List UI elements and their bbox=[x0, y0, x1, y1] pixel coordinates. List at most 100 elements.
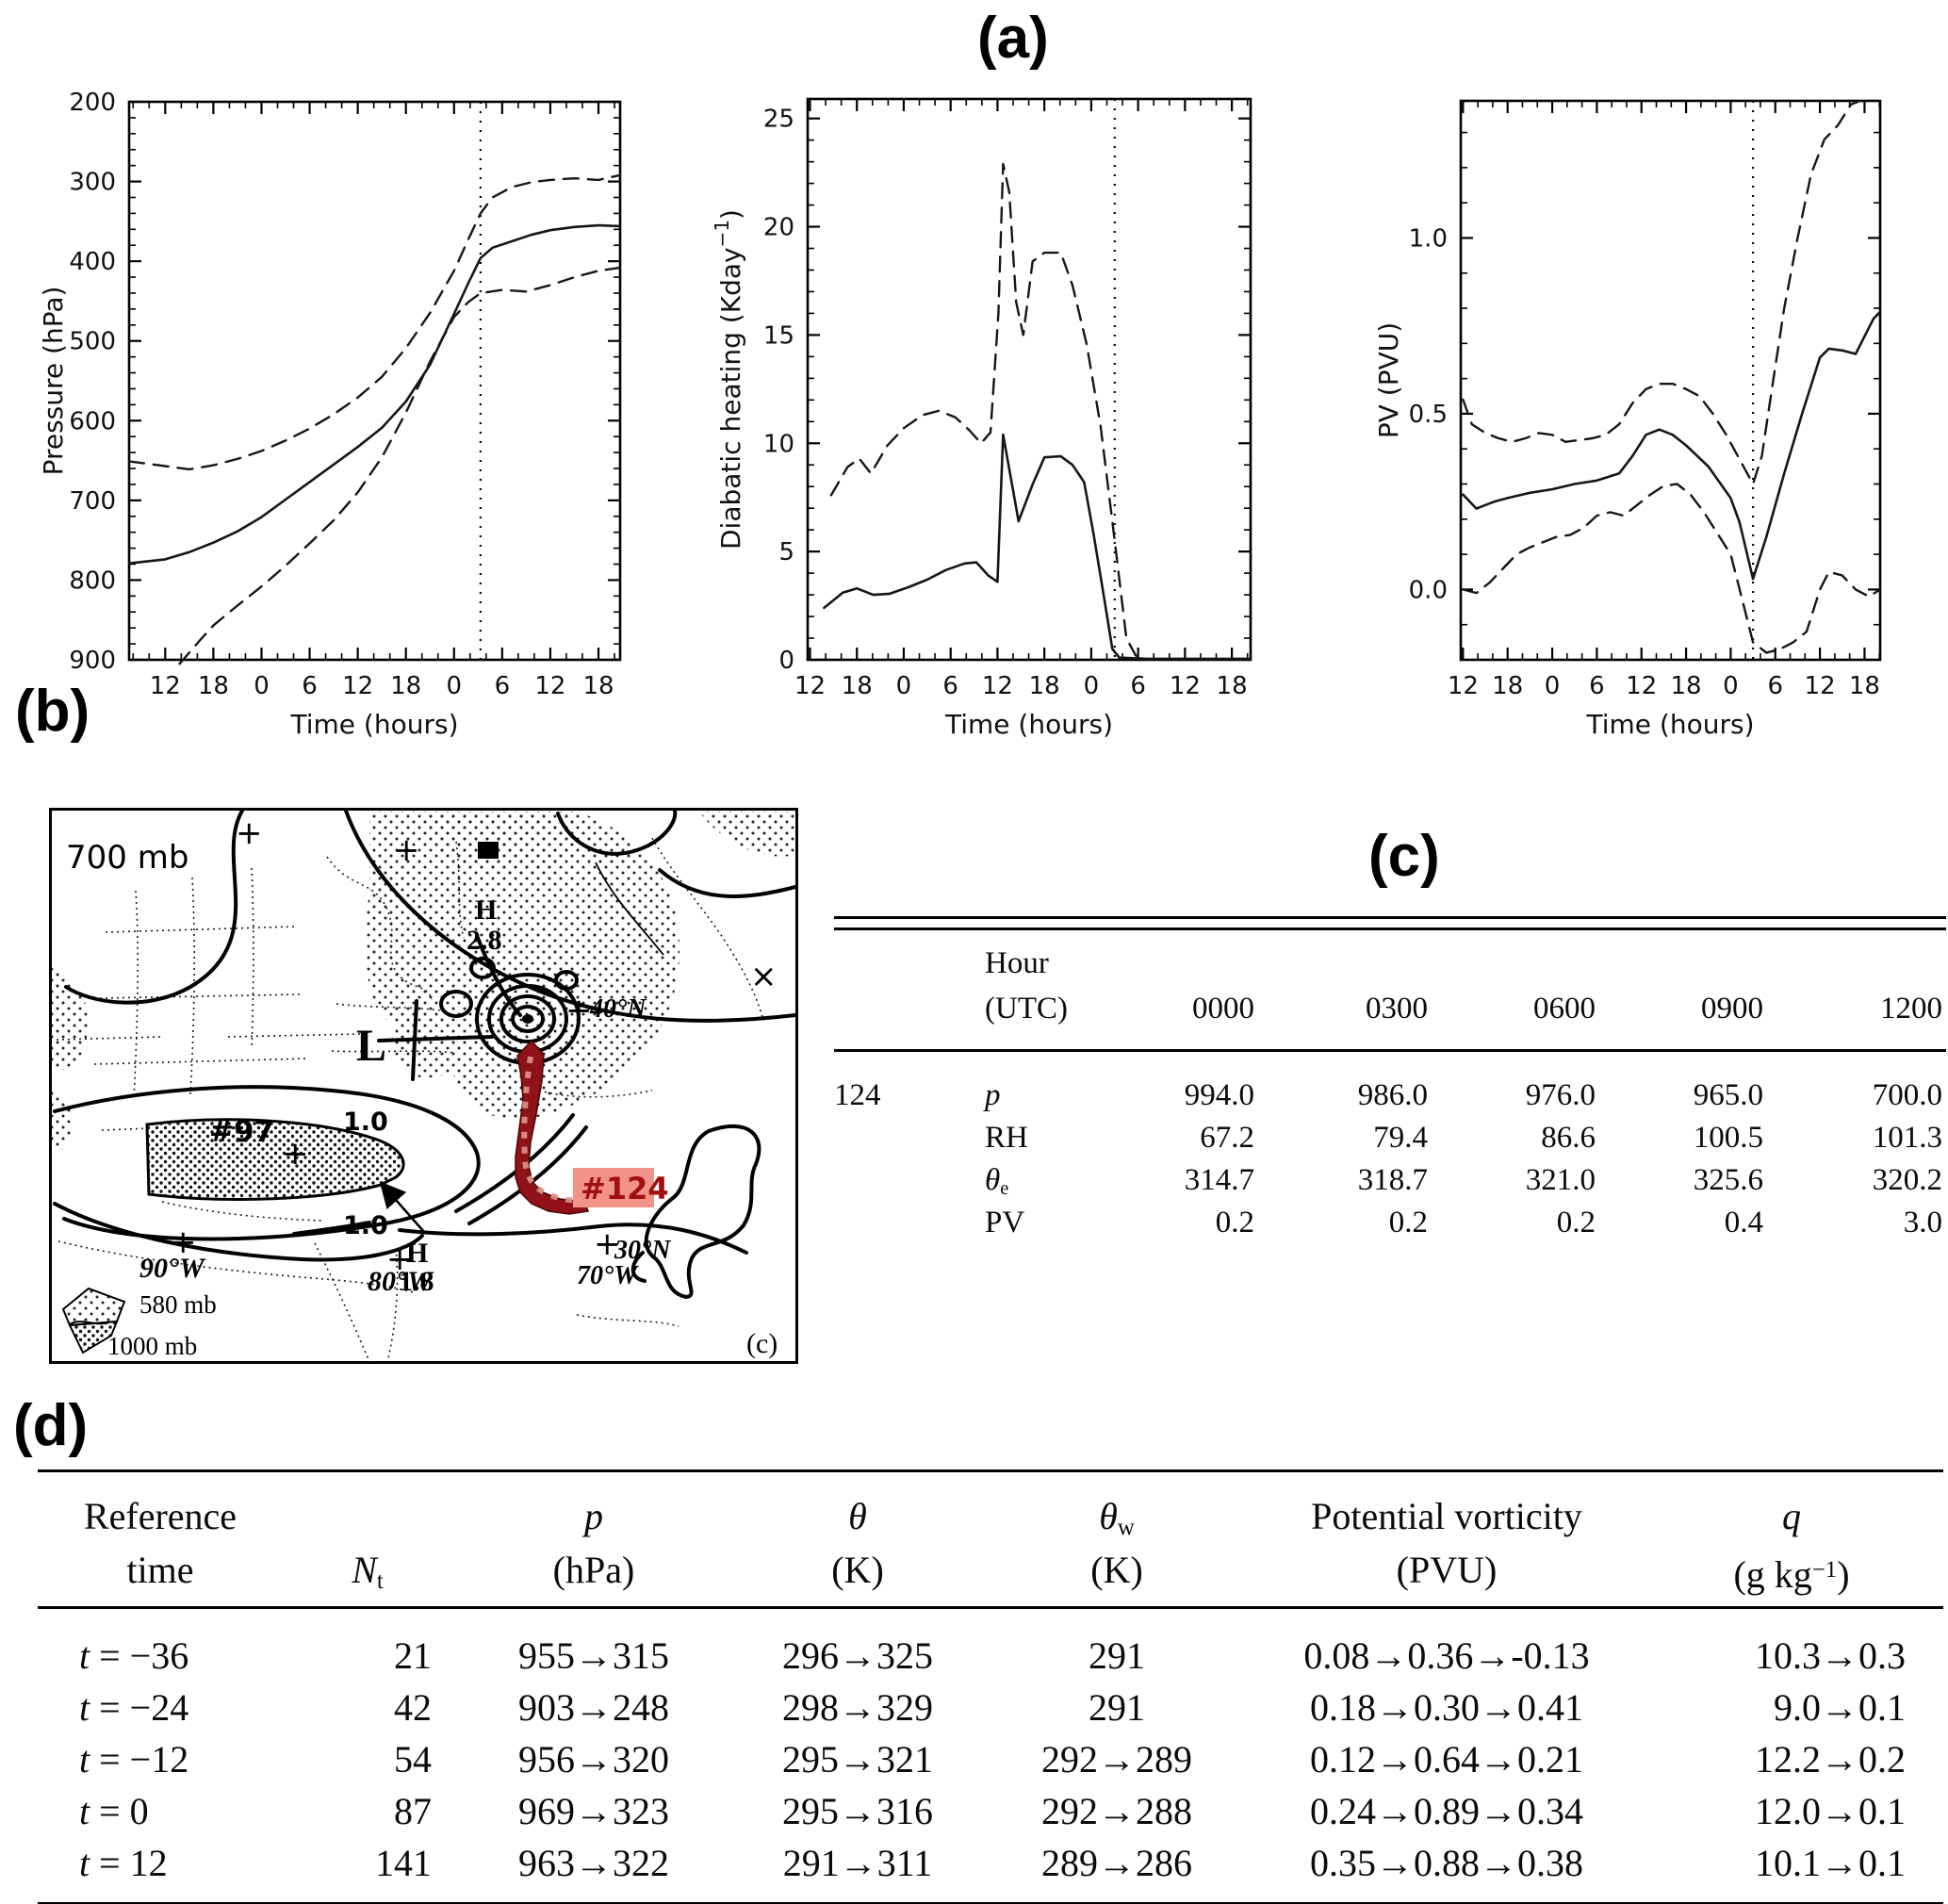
svg-text:500: 500 bbox=[69, 328, 116, 356]
svg-text:6: 6 bbox=[302, 672, 318, 700]
col-header: 0600 bbox=[1533, 992, 1596, 1026]
rule bbox=[38, 1606, 1943, 1609]
cell: 67.2 bbox=[1200, 1121, 1254, 1155]
contour-label-1: 1.0 bbox=[343, 1108, 388, 1137]
cell: 292→288 bbox=[1041, 1790, 1192, 1832]
map-level-label: 700 mb bbox=[66, 839, 188, 877]
svg-text:0: 0 bbox=[778, 647, 794, 675]
cell: 994.0 bbox=[1184, 1078, 1254, 1112]
row-label: p bbox=[985, 1078, 1001, 1112]
svg-text:12: 12 bbox=[1805, 672, 1836, 700]
cell: t = 12 bbox=[79, 1842, 168, 1884]
cell: 0.4 bbox=[1724, 1206, 1763, 1239]
high1-letter: H bbox=[475, 895, 497, 926]
svg-text:5: 5 bbox=[778, 538, 794, 566]
cell: 955→315 bbox=[518, 1634, 669, 1677]
storm124-tag-bg bbox=[573, 1168, 654, 1207]
svg-text:Time (hours): Time (hours) bbox=[290, 709, 459, 740]
table-header: Reference time Nt p (hPa) θ (K) θw (K) Poten… bbox=[83, 1495, 1850, 1597]
svg-text:18: 18 bbox=[1217, 672, 1248, 700]
swath-body bbox=[515, 1039, 589, 1215]
svg-text:0: 0 bbox=[1084, 672, 1100, 700]
cell: t = 0 bbox=[79, 1790, 149, 1832]
svg-text:12: 12 bbox=[150, 672, 181, 700]
svg-text:0: 0 bbox=[896, 672, 912, 700]
cell: 291→311 bbox=[782, 1842, 933, 1884]
svg-text:12: 12 bbox=[1448, 672, 1479, 700]
high1-value: 2.8 bbox=[467, 925, 502, 956]
svg-text:20: 20 bbox=[763, 214, 794, 242]
svg-text:Diabatic heating (Kday−1): Diabatic heating (Kday−1) bbox=[711, 209, 746, 550]
svg-text:300: 300 bbox=[69, 169, 116, 197]
row-group: 124 bbox=[834, 1078, 881, 1112]
storm124-label: #124 bbox=[581, 1171, 669, 1206]
svg-text:Pressure (hPa): Pressure (hPa) bbox=[38, 287, 69, 476]
svg-text:0: 0 bbox=[1723, 672, 1739, 700]
state-boundaries bbox=[56, 837, 764, 1363]
plus-marker: + bbox=[386, 1240, 414, 1278]
lon80-label: 80°W bbox=[368, 1266, 434, 1297]
col-header: 0900 bbox=[1701, 992, 1763, 1026]
cell: 42 bbox=[394, 1686, 432, 1729]
lon90-label: 90°W bbox=[139, 1253, 206, 1284]
svg-text:18: 18 bbox=[390, 672, 421, 700]
legend-1000-label: 1000 mb bbox=[107, 1332, 197, 1360]
cell: t = −12 bbox=[79, 1738, 189, 1781]
cross-marker: × bbox=[750, 958, 778, 995]
stipple-regions bbox=[52, 812, 795, 1201]
svg-text:10: 10 bbox=[763, 430, 794, 458]
plus-marker: + bbox=[282, 1135, 309, 1173]
cell: 9.0→0.1 bbox=[1774, 1686, 1906, 1729]
row-label: RH bbox=[985, 1121, 1028, 1155]
table-header: Hour (UTC) 0000 0300 0600 0900 1200 bbox=[834, 942, 1946, 1032]
svg-text:18: 18 bbox=[1492, 672, 1523, 700]
svg-text:0: 0 bbox=[447, 672, 463, 700]
svg-text:12: 12 bbox=[1626, 672, 1657, 700]
cell: 320.2 bbox=[1872, 1163, 1942, 1197]
map-border bbox=[49, 808, 798, 1364]
weather-map: 700 mb + + × + H 2.8 L + 40°N #97 1.0 1.… bbox=[49, 808, 798, 1364]
panel-label-b: (b) bbox=[15, 679, 90, 744]
cell: 963→322 bbox=[518, 1842, 669, 1884]
cell: 292→289 bbox=[1041, 1738, 1192, 1781]
svg-text:0: 0 bbox=[254, 672, 270, 700]
cell: 295→321 bbox=[782, 1738, 933, 1781]
svg-text:18: 18 bbox=[582, 672, 614, 700]
svg-text:800: 800 bbox=[69, 566, 116, 595]
rule bbox=[38, 1902, 1943, 1904]
low-marker: L bbox=[356, 1021, 386, 1071]
cell: 0.2 bbox=[1215, 1206, 1254, 1239]
cell: 318.7 bbox=[1357, 1163, 1428, 1197]
table-body: 124 p 994.0 986.0 976.0 965.0 700.0 RH 6… bbox=[834, 1075, 1946, 1244]
plus-marker: + bbox=[236, 814, 263, 852]
cell: 903→248 bbox=[518, 1686, 669, 1729]
row-label: θe bbox=[985, 1163, 1009, 1200]
cell: 291 bbox=[1089, 1686, 1145, 1729]
map-corner-label: (c) bbox=[746, 1328, 778, 1359]
svg-text:0.0: 0.0 bbox=[1409, 576, 1448, 604]
cell: 0.2 bbox=[1556, 1206, 1596, 1239]
panel-label-c: (c) bbox=[1368, 824, 1440, 889]
svg-text:6: 6 bbox=[1767, 672, 1783, 700]
table-body: t = −36 21 955→315 296→325 291 0.08→0.36… bbox=[38, 1630, 1943, 1889]
svg-text:12: 12 bbox=[534, 672, 565, 700]
svg-text:18: 18 bbox=[1029, 672, 1060, 700]
cell: 12.0→0.1 bbox=[1755, 1790, 1906, 1832]
cell: 12.2→0.2 bbox=[1755, 1738, 1906, 1781]
cell: 87 bbox=[394, 1790, 432, 1832]
cell: 101.3 bbox=[1872, 1121, 1942, 1155]
svg-text:1.0: 1.0 bbox=[1409, 224, 1448, 253]
svg-text:Time (hours): Time (hours) bbox=[944, 709, 1113, 740]
contour-label-2: 1.0 bbox=[343, 1211, 388, 1240]
storm124-swath bbox=[515, 1039, 589, 1215]
map-legend: 580 mb 1000 mb bbox=[61, 1287, 217, 1360]
utc-header: (UTC) bbox=[985, 992, 1068, 1026]
cell: 3.0 bbox=[1903, 1206, 1942, 1239]
hour-header: Hour bbox=[985, 946, 1049, 980]
cell: 296→325 bbox=[782, 1634, 933, 1677]
cell: 0.24→0.89→0.34 bbox=[1310, 1790, 1583, 1832]
svg-text:18: 18 bbox=[198, 672, 229, 700]
svg-text:PV (PVU): PV (PVU) bbox=[1373, 322, 1404, 438]
svg-text:200: 200 bbox=[69, 89, 116, 117]
